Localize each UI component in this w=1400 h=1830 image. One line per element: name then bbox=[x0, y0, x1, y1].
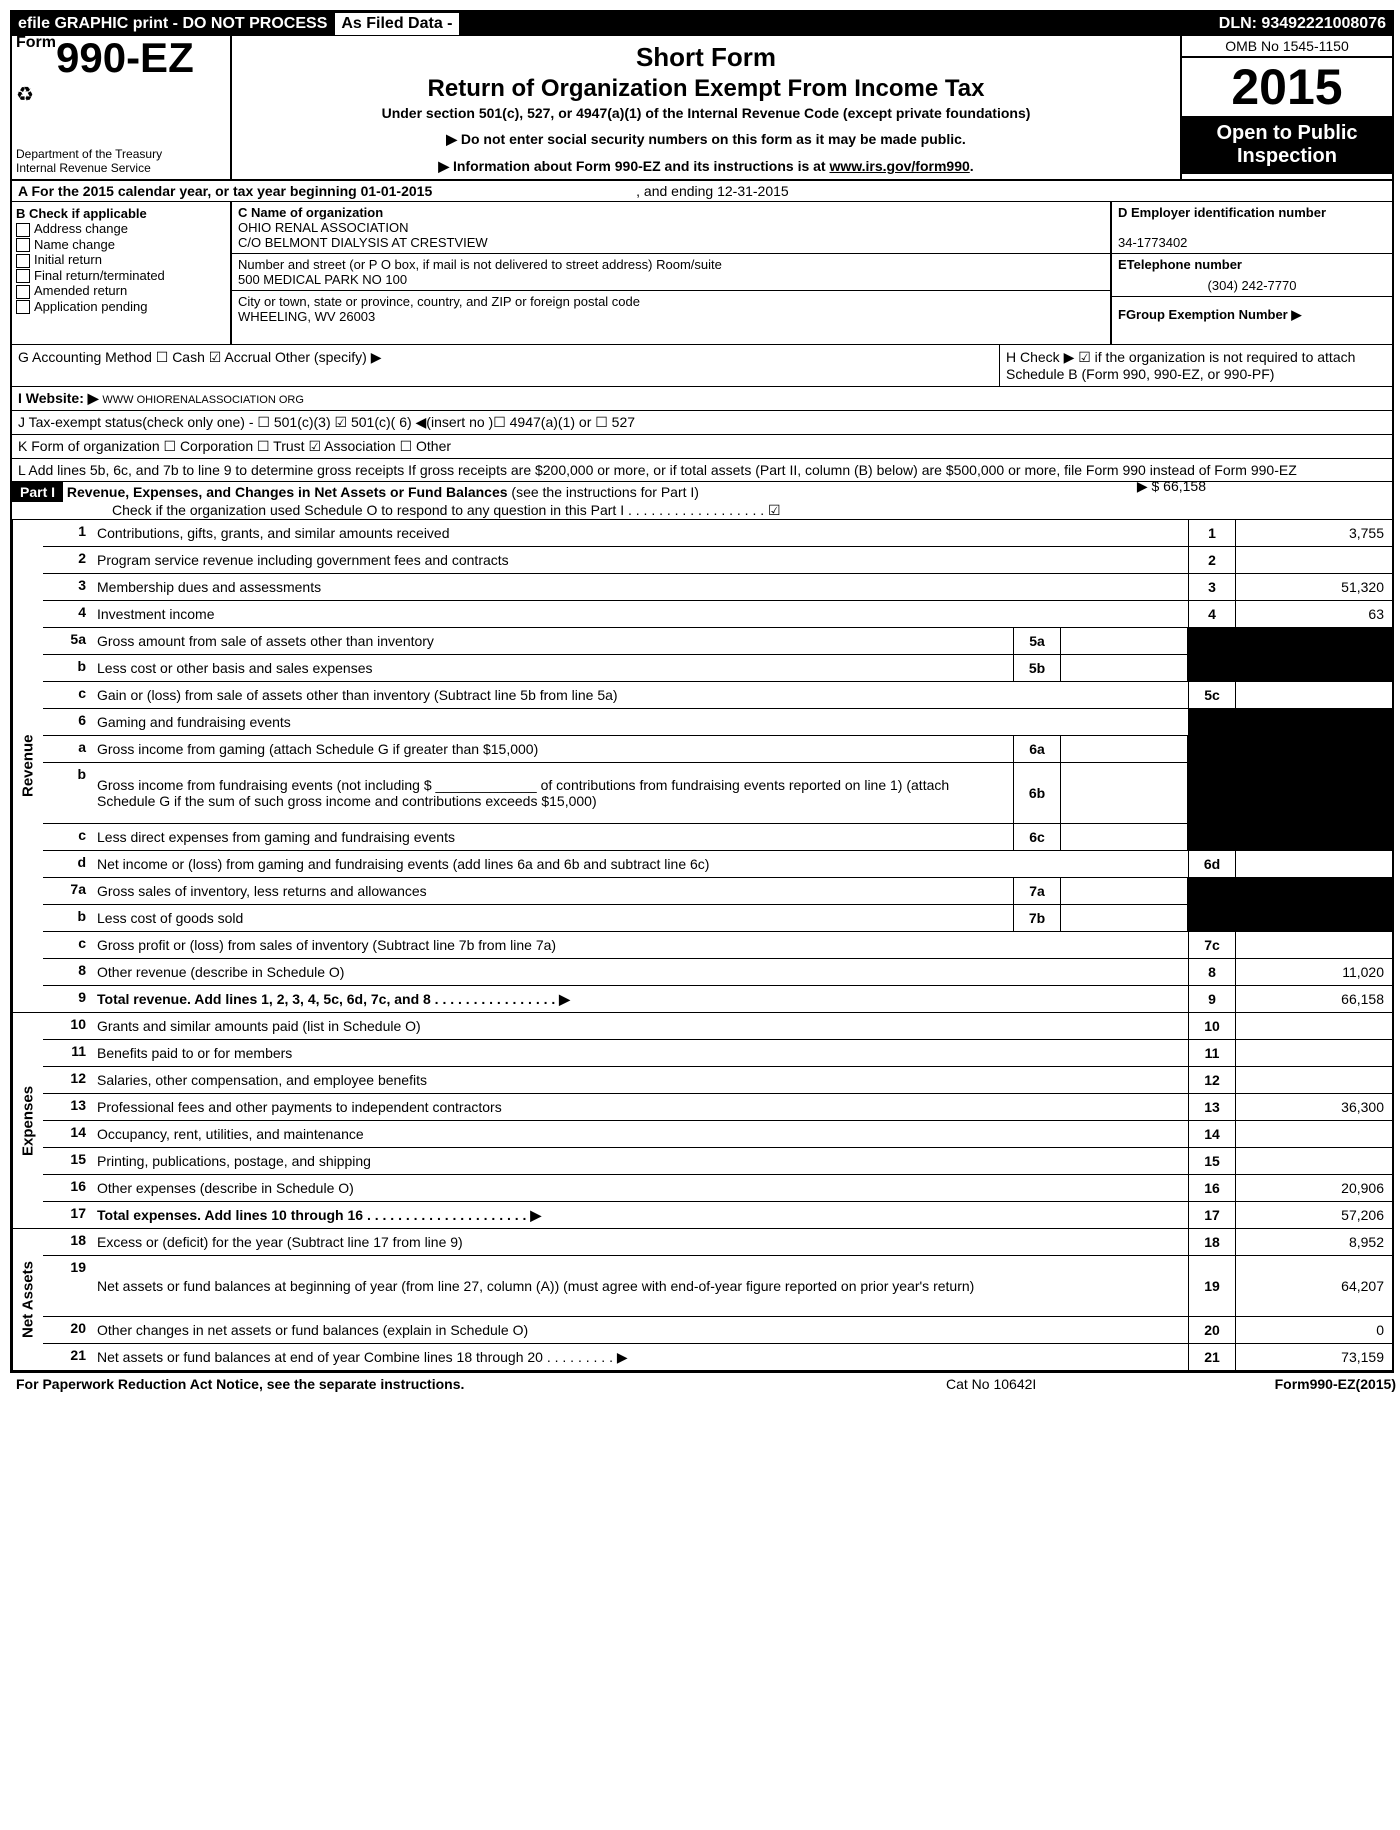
checkbox-item: Initial return bbox=[16, 252, 226, 268]
line-11: 11Benefits paid to or for members11 bbox=[43, 1040, 1392, 1067]
city-block: City or town, state or province, country… bbox=[232, 291, 1110, 344]
group-exemption: FGroup Exemption Number ▶ bbox=[1112, 297, 1392, 326]
line-8: 8Other revenue (describe in Schedule O)8… bbox=[43, 959, 1392, 986]
line-c: cLess direct expenses from gaming and fu… bbox=[43, 824, 1392, 851]
top-bar: efile GRAPHIC print - DO NOT PROCESS As … bbox=[12, 12, 1392, 36]
omb-number: OMB No 1545-1150 bbox=[1182, 36, 1392, 58]
line-18: 18Excess or (deficit) for the year (Subt… bbox=[43, 1229, 1392, 1256]
line-c: cGain or (loss) from sale of assets othe… bbox=[43, 682, 1392, 709]
col-d-ein: D Employer identification number 34-1773… bbox=[1112, 202, 1392, 344]
line-20: 20Other changes in net assets or fund ba… bbox=[43, 1317, 1392, 1344]
form-ref: Form990-EZ(2015) bbox=[1196, 1376, 1396, 1392]
paperwork-notice: For Paperwork Reduction Act Notice, see … bbox=[16, 1376, 946, 1392]
line-12: 12Salaries, other compensation, and empl… bbox=[43, 1067, 1392, 1094]
line-21: 21Net assets or fund balances at end of … bbox=[43, 1344, 1392, 1371]
line-10: 10Grants and similar amounts paid (list … bbox=[43, 1013, 1392, 1040]
department: Department of the Treasury Internal Reve… bbox=[16, 147, 162, 175]
part1-check: Check if the organization used Schedule … bbox=[12, 502, 1392, 519]
subtitle: Under section 501(c), 527, or 4947(a)(1)… bbox=[236, 105, 1176, 121]
form-number: Form990-EZ bbox=[16, 34, 226, 82]
line-c: cGross profit or (loss) from sales of in… bbox=[43, 932, 1392, 959]
tax-year: 2015 bbox=[1182, 58, 1392, 116]
line-1: 1Contributions, gifts, grants, and simil… bbox=[43, 520, 1392, 547]
row-gh: G Accounting Method ☐ Cash ☑ Accrual Oth… bbox=[12, 345, 1392, 387]
line-2: 2Program service revenue including gover… bbox=[43, 547, 1392, 574]
line-16: 16Other expenses (describe in Schedule O… bbox=[43, 1175, 1392, 1202]
line-a: aGross income from gaming (attach Schedu… bbox=[43, 736, 1392, 763]
efile-notice: efile GRAPHIC print - DO NOT PROCESS bbox=[12, 13, 333, 35]
notice-info: ▶ Information about Form 990-EZ and its … bbox=[236, 158, 1176, 175]
line-14: 14Occupancy, rent, utilities, and mainte… bbox=[43, 1121, 1392, 1148]
form-990ez: efile GRAPHIC print - DO NOT PROCESS As … bbox=[10, 10, 1394, 1373]
row-j-tax-status: J Tax-exempt status(check only one) - ☐ … bbox=[12, 411, 1392, 435]
part1-label: Part I bbox=[12, 482, 63, 502]
row-k-form-org: K Form of organization ☐ Corporation ☐ T… bbox=[12, 435, 1392, 459]
line-6: 6Gaming and fundraising events bbox=[43, 709, 1392, 736]
schedule-b-check: H Check ▶ ☑ if the organization is not r… bbox=[999, 345, 1392, 386]
row-i-website: I Website: ▶ WWW OHIORENALASSOCIATION OR… bbox=[12, 387, 1392, 411]
dln: DLN: 93492221008076 bbox=[1213, 13, 1392, 35]
header-center: Short Form Return of Organization Exempt… bbox=[232, 36, 1180, 179]
line-b: bLess cost or other basis and sales expe… bbox=[43, 655, 1392, 682]
row-a-tax-year: A For the 2015 calendar year, or tax yea… bbox=[12, 181, 1392, 202]
netassets-section: Net Assets 18Excess or (deficit) for the… bbox=[12, 1229, 1392, 1371]
line-13: 13Professional fees and other payments t… bbox=[43, 1094, 1392, 1121]
checkbox-item: Final return/terminated bbox=[16, 268, 226, 284]
col-b-checkboxes: B Check if applicable Address changeName… bbox=[12, 202, 232, 344]
org-name-block: C Name of organization OHIO RENAL ASSOCI… bbox=[232, 202, 1110, 254]
line-5a: 5aGross amount from sale of assets other… bbox=[43, 628, 1392, 655]
netassets-label: Net Assets bbox=[12, 1229, 43, 1371]
line-d: dNet income or (loss) from gaming and fu… bbox=[43, 851, 1392, 878]
line-b: bGross income from fundraising events (n… bbox=[43, 763, 1392, 824]
header: Form990-EZ ♻ Department of the Treasury … bbox=[12, 36, 1392, 181]
cat-no: Cat No 10642I bbox=[946, 1376, 1196, 1392]
as-filed: As Filed Data - bbox=[334, 12, 459, 36]
open-to-public: Open to Public Inspection bbox=[1182, 116, 1392, 174]
line-4: 4Investment income463 bbox=[43, 601, 1392, 628]
accounting-method: G Accounting Method ☐ Cash ☑ Accrual Oth… bbox=[12, 345, 999, 386]
header-left: Form990-EZ ♻ Department of the Treasury … bbox=[12, 36, 232, 179]
checkbox-item: Application pending bbox=[16, 299, 226, 315]
checkbox-item: Amended return bbox=[16, 283, 226, 299]
section-bcd: B Check if applicable Address changeName… bbox=[12, 202, 1392, 345]
line-3: 3Membership dues and assessments351,320 bbox=[43, 574, 1392, 601]
line-9: 9Total revenue. Add lines 1, 2, 3, 4, 5c… bbox=[43, 986, 1392, 1013]
notice-ssn: ▶ Do not enter social security numbers o… bbox=[236, 131, 1176, 148]
checkbox-item: Address change bbox=[16, 221, 226, 237]
header-right: OMB No 1545-1150 2015 Open to Public Ins… bbox=[1180, 36, 1392, 179]
line-b: bLess cost of goods sold7b bbox=[43, 905, 1392, 932]
footer: For Paperwork Reduction Act Notice, see … bbox=[10, 1373, 1400, 1395]
ein-block: D Employer identification number 34-1773… bbox=[1112, 202, 1392, 254]
expenses-label: Expenses bbox=[12, 1013, 43, 1229]
revenue-label: Revenue bbox=[12, 520, 43, 1013]
street-block: Number and street (or P O box, if mail i… bbox=[232, 254, 1110, 291]
revenue-section: Revenue 1Contributions, gifts, grants, a… bbox=[12, 520, 1392, 1013]
expenses-section: Expenses 10Grants and similar amounts pa… bbox=[12, 1013, 1392, 1229]
line-7a: 7aGross sales of inventory, less returns… bbox=[43, 878, 1392, 905]
recycle-icon: ♻ bbox=[16, 82, 226, 107]
title-short-form: Short Form bbox=[238, 42, 1174, 73]
line-15: 15Printing, publications, postage, and s… bbox=[43, 1148, 1392, 1175]
line-19: 19Net assets or fund balances at beginni… bbox=[43, 1256, 1392, 1317]
checkbox-item: Name change bbox=[16, 237, 226, 253]
row-l-gross-receipts: L Add lines 5b, 6c, and 7b to line 9 to … bbox=[12, 459, 1392, 482]
col-c-org-info: C Name of organization OHIO RENAL ASSOCI… bbox=[232, 202, 1112, 344]
title-return: Return of Organization Exempt From Incom… bbox=[238, 75, 1174, 103]
phone-block: ETelephone number (304) 242-7770 bbox=[1112, 254, 1392, 297]
line-17: 17Total expenses. Add lines 10 through 1… bbox=[43, 1202, 1392, 1229]
